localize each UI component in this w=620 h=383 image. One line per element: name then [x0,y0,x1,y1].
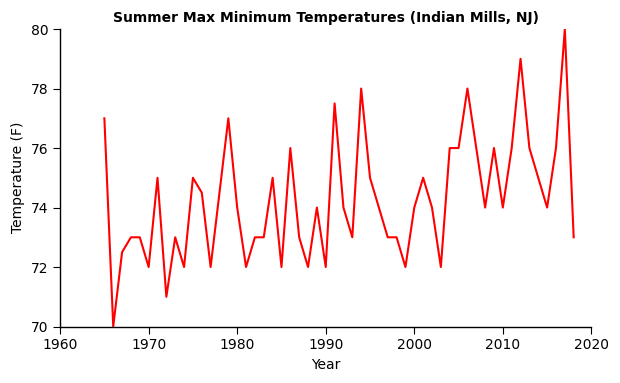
Y-axis label: Temperature (F): Temperature (F) [11,122,25,234]
X-axis label: Year: Year [311,358,340,372]
Title: Summer Max Minimum Temperatures (Indian Mills, NJ): Summer Max Minimum Temperatures (Indian … [113,11,539,25]
